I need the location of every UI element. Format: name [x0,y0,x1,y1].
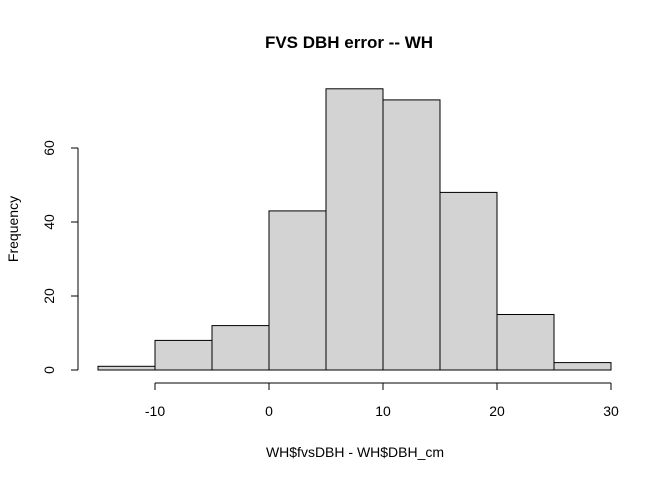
x-tick-label: 10 [375,403,391,419]
x-tick-label: 30 [603,403,619,419]
histogram-bar [268,210,327,371]
y-tick-label: 40 [41,214,57,230]
histogram-bar [553,362,612,371]
x-tick-label: 20 [489,403,505,419]
y-tick-label: 60 [41,140,57,156]
histogram-bar [211,325,270,371]
histogram-bars [97,88,612,371]
x-tick-label: -10 [145,403,165,419]
x-tick-label: 0 [265,403,273,419]
y-tick-label: 20 [41,288,57,304]
x-axis: -10 0 10 20 30 [145,382,619,419]
y-axis-label: Frequency [5,196,21,262]
histogram-bar [325,88,384,371]
chart-title: FVS DBH error -- WH [265,33,433,52]
histogram-bar [97,365,156,371]
y-axis: 0 20 40 60 [41,140,79,374]
histogram-bar [439,191,498,371]
histogram-bar [154,339,213,371]
histogram-bar [382,99,441,371]
x-axis-label: WH$fvsDBH - WH$DBH_cm [266,444,444,460]
histogram-bar [496,314,555,371]
y-tick-label: 0 [41,366,57,374]
